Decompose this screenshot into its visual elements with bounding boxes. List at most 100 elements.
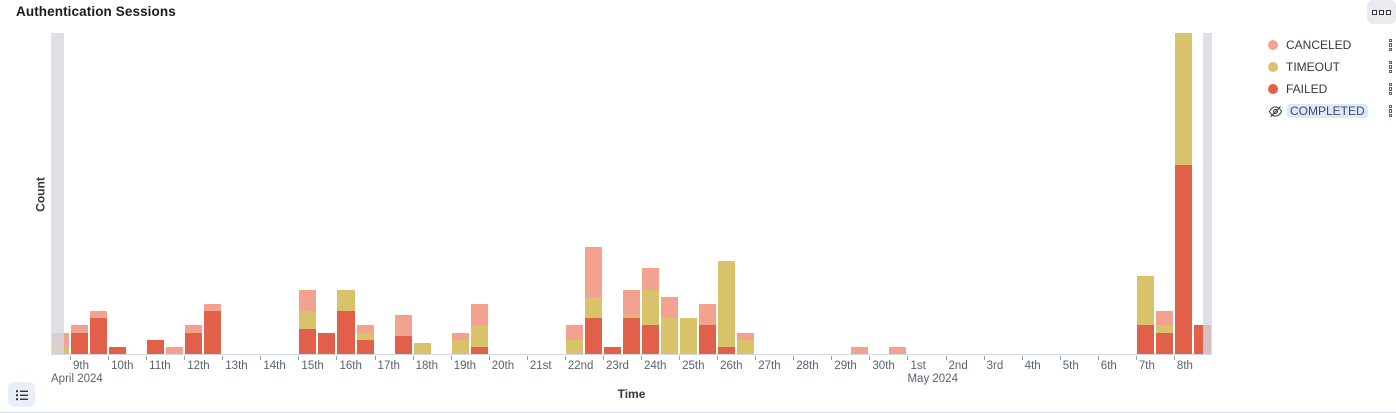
x-axis-tick: [526, 356, 528, 360]
bar-segment-failed[interactable]: [394, 336, 412, 354]
bar-segment-canceled[interactable]: [299, 289, 317, 312]
bar-segment-failed[interactable]: [584, 318, 602, 354]
x-axis-tick-label: 25th: [682, 360, 705, 372]
bar-bucket: [146, 33, 165, 354]
bar-segment-failed[interactable]: [356, 339, 374, 354]
x-axis-tick: [336, 356, 338, 360]
x-axis-tick-label: 23rd: [605, 360, 629, 372]
bar-segment-failed[interactable]: [337, 311, 355, 354]
bar-bucket: [622, 33, 641, 354]
kebab-dots-icon[interactable]: [1387, 103, 1395, 120]
bar-segment-failed[interactable]: [699, 325, 717, 354]
bar-segment-failed[interactable]: [299, 329, 317, 354]
bar-segment-failed[interactable]: [642, 325, 660, 354]
legend-label[interactable]: CANCELED: [1286, 38, 1352, 52]
bar-segment-failed[interactable]: [603, 346, 621, 354]
bar-segment-timeout[interactable]: [718, 261, 736, 347]
bar-segment-canceled[interactable]: [166, 346, 184, 354]
bar-segment-timeout[interactable]: [1136, 275, 1154, 326]
bar-segment-canceled[interactable]: [204, 304, 222, 312]
legend-label[interactable]: COMPLETED: [1287, 104, 1368, 118]
bar-segment-failed[interactable]: [147, 339, 165, 354]
kebab-dots-icon[interactable]: [1387, 81, 1395, 98]
bar-segment-timeout[interactable]: [1155, 325, 1173, 333]
bar-segment-failed[interactable]: [204, 311, 222, 354]
bar-segment-canceled[interactable]: [71, 325, 89, 333]
x-axis-tick: [1097, 356, 1099, 360]
bar-segment-canceled[interactable]: [90, 311, 108, 319]
bar-bucket: [336, 33, 355, 354]
bar-segment-timeout[interactable]: [451, 339, 469, 354]
bar-segment-canceled[interactable]: [451, 332, 469, 340]
bar-segment-failed[interactable]: [622, 318, 640, 354]
x-axis-tick-label: 14th: [263, 360, 286, 372]
bar-segment-failed[interactable]: [90, 318, 108, 354]
bar-segment-canceled[interactable]: [1155, 311, 1173, 326]
bar-segment-timeout[interactable]: [337, 289, 355, 312]
bar-segment-failed[interactable]: [1174, 164, 1192, 354]
bar-segment-canceled[interactable]: [699, 304, 717, 326]
x-axis-tick-label: 18th: [415, 360, 438, 372]
x-axis-tick-label: 2nd: [948, 360, 968, 372]
bar-segment-timeout[interactable]: [584, 296, 602, 319]
x-axis-title: Time: [617, 387, 646, 401]
x-axis-tick-label: 17th: [377, 360, 400, 372]
bar-segment-failed[interactable]: [1155, 332, 1173, 354]
bar-segment-canceled[interactable]: [889, 346, 907, 354]
bar-segment-timeout[interactable]: [470, 325, 488, 347]
x-axis-tick-label: 24th: [644, 360, 667, 372]
bar-segment-canceled[interactable]: [394, 314, 412, 337]
bar-segment-timeout[interactable]: [1174, 33, 1192, 165]
x-axis: 9th 10th 11th 12th 13th 14th 15th 16th 17th 18th 1…: [51, 356, 1251, 390]
bar-bucket: [165, 33, 184, 354]
bar-segment-failed[interactable]: [185, 332, 203, 354]
x-axis-tick-label: 28th: [796, 360, 819, 372]
bar-bucket: [698, 33, 717, 354]
bar-segment-canceled[interactable]: [185, 325, 203, 333]
bar-segment-canceled[interactable]: [565, 325, 583, 340]
x-axis-tick-label: 27th: [758, 360, 781, 372]
bar-segment-failed[interactable]: [109, 346, 127, 354]
bar-segment-timeout[interactable]: [737, 339, 755, 354]
legend-toggle-button[interactable]: [8, 382, 35, 407]
legend-color-dot: [1268, 40, 1278, 50]
x-axis-tick-label: 20th: [491, 360, 515, 372]
bar-segment-failed[interactable]: [1136, 325, 1154, 354]
bar-segment-timeout[interactable]: [642, 289, 660, 326]
kebab-dots-icon[interactable]: [1387, 59, 1395, 76]
bar-segment-canceled[interactable]: [661, 296, 679, 319]
panel-options-button[interactable]: [1367, 0, 1396, 24]
bar-bucket: [679, 33, 698, 354]
bar-segment-failed[interactable]: [71, 332, 89, 354]
bar-segment-timeout[interactable]: [565, 339, 583, 354]
bar-segment-canceled[interactable]: [642, 268, 660, 290]
bar-segment-canceled[interactable]: [470, 304, 488, 326]
bar-segment-timeout[interactable]: [622, 314, 640, 319]
bar-segment-canceled[interactable]: [851, 346, 869, 354]
bar-segment-canceled[interactable]: [356, 325, 374, 333]
bar-segment-canceled[interactable]: [584, 247, 602, 297]
bar-segment-failed[interactable]: [318, 332, 336, 354]
bar-segment-timeout[interactable]: [299, 311, 317, 330]
bar-bucket: [1136, 33, 1155, 354]
bar-segment-failed[interactable]: [470, 346, 488, 354]
bar-segment-timeout[interactable]: [356, 332, 374, 340]
legend-label[interactable]: TIMEOUT: [1286, 60, 1340, 74]
bar-bucket: [203, 33, 222, 354]
legend-label[interactable]: FAILED: [1286, 82, 1328, 96]
bar-segment-failed[interactable]: [718, 346, 736, 354]
x-axis-tick: [1173, 356, 1175, 360]
partial-bucket-marker: [1202, 33, 1212, 354]
bar-bucket: [888, 33, 907, 354]
bar-segment-timeout[interactable]: [413, 343, 431, 354]
kebab-dots-icon[interactable]: [1387, 37, 1395, 54]
boxes-horizontal-icon: [1379, 9, 1384, 15]
bar-segment-canceled[interactable]: [737, 332, 755, 340]
bar-segment-timeout[interactable]: [661, 318, 679, 354]
eye-slash-icon: [1268, 104, 1283, 119]
bar-segment-canceled[interactable]: [622, 289, 640, 315]
list-icon: [15, 389, 28, 400]
bar-segment-timeout[interactable]: [680, 318, 698, 354]
bar-bucket: [1174, 33, 1193, 354]
bar-bucket: [584, 33, 603, 354]
